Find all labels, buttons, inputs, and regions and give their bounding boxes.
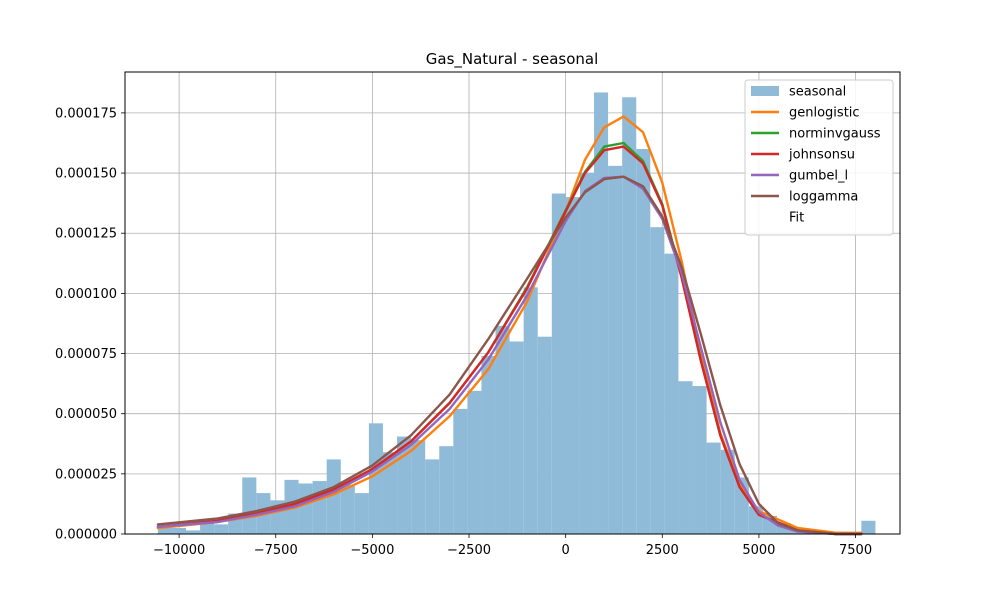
y-tick-label: 0.000075 xyxy=(55,347,117,362)
x-axis: −10000 −7500 −5000 −2500 0 2500 5000 7500 xyxy=(153,534,872,558)
histogram-bar xyxy=(411,440,426,534)
histogram-bar xyxy=(537,336,552,534)
histogram-bar xyxy=(214,524,229,534)
histogram-bar xyxy=(551,193,566,534)
histogram-bar xyxy=(636,149,651,534)
legend: seasonal genlogistic norminvgauss johnsonsu… xyxy=(744,79,894,236)
histogram-bar xyxy=(382,452,398,534)
legend-label: Fit xyxy=(789,211,804,226)
histogram-bar xyxy=(171,527,186,534)
y-tick-label: 0.000100 xyxy=(55,287,117,302)
x-tick-label: 2500 xyxy=(646,543,679,558)
histogram-bar xyxy=(326,459,341,534)
fit-lines xyxy=(156,115,863,536)
x-tick-label: −5000 xyxy=(350,543,394,558)
y-tick-label: 0.000000 xyxy=(55,528,117,543)
y-tick-label: 0.000125 xyxy=(55,227,117,242)
histogram-bar xyxy=(157,527,172,534)
histogram-bar xyxy=(579,173,595,534)
histogram-bars xyxy=(157,92,876,534)
histogram-bar xyxy=(692,386,707,534)
histogram-bar xyxy=(664,253,679,534)
histogram-bar xyxy=(298,483,313,534)
y-axis: 0.000000 0.000025 0.000050 0.000075 0.000100… xyxy=(55,106,125,543)
histogram-bar xyxy=(565,197,580,534)
x-tick-label: 7500 xyxy=(839,543,872,558)
histogram-bar xyxy=(368,423,383,534)
legend-label: loggamma xyxy=(789,190,858,205)
legend-label: norminvgauss xyxy=(789,127,881,142)
histogram-bar xyxy=(706,442,721,534)
series-line-loggamma xyxy=(156,175,863,536)
histogram-bar xyxy=(354,493,369,534)
histogram-bar xyxy=(622,97,637,534)
x-tick-label: 5000 xyxy=(742,543,775,558)
histogram-bar xyxy=(861,520,876,534)
histogram-bar xyxy=(650,227,665,534)
histogram-bar xyxy=(594,92,609,534)
histogram-bar xyxy=(242,477,257,534)
histogram-bar xyxy=(495,325,510,534)
histogram-bar xyxy=(467,390,482,534)
y-tick-label: 0.000025 xyxy=(55,467,117,482)
legend-label: genlogistic xyxy=(789,106,860,121)
legend-swatch xyxy=(751,86,779,96)
y-tick-label: 0.000175 xyxy=(55,106,117,121)
histogram-bar xyxy=(453,408,468,534)
x-tick-label: −10000 xyxy=(153,543,205,558)
x-tick-label: −2500 xyxy=(447,543,491,558)
histogram-bar xyxy=(397,436,412,534)
series-line-johnsonsu xyxy=(156,145,863,536)
histogram-bar xyxy=(720,449,735,534)
legend-label: seasonal xyxy=(789,85,846,100)
histogram-bar xyxy=(481,355,496,534)
histogram-bar xyxy=(678,381,693,534)
histogram-bar xyxy=(509,341,524,534)
histogram-bar xyxy=(425,459,440,534)
histogram-bar xyxy=(185,530,201,534)
series-line-genlogistic xyxy=(156,115,863,534)
legend-label: gumbel_l xyxy=(789,169,848,184)
plot-frame xyxy=(124,71,901,535)
histogram-bar xyxy=(523,287,538,534)
y-tick-label: 0.000150 xyxy=(55,167,117,182)
histogram-bar xyxy=(439,446,454,534)
chart-title: Gas_Natural - seasonal xyxy=(426,50,599,69)
x-tick-label: 0 xyxy=(562,543,570,558)
histogram-bar xyxy=(312,481,327,534)
legend-box xyxy=(744,79,894,236)
histogram-bar xyxy=(608,165,623,534)
y-tick-label: 0.000050 xyxy=(55,407,117,422)
histogram-bar xyxy=(340,484,355,534)
legend-label: johnsonsu xyxy=(788,148,855,163)
x-tick-label: −7500 xyxy=(254,543,298,558)
